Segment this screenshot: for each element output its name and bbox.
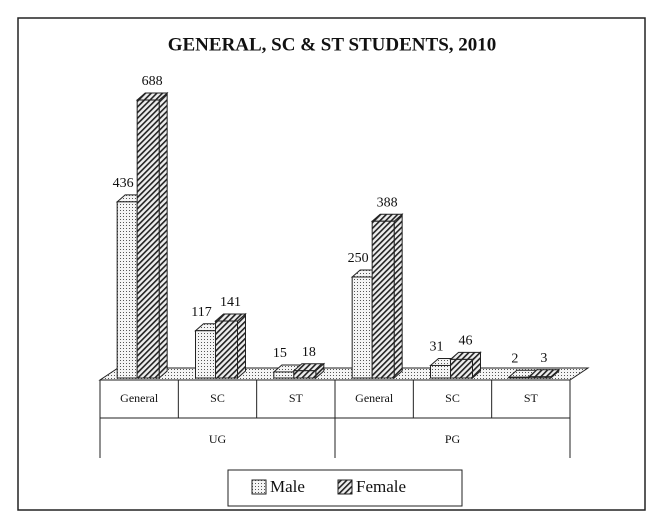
group-label: PG [445,432,461,446]
value-label: 15 [273,346,287,361]
legend-swatch [251,479,267,495]
chart-title: GENERAL, SC & ST STUDENTS, 2010 [168,34,497,55]
value-label: 250 [348,251,369,266]
value-label: 141 [220,295,241,310]
bar [135,91,169,380]
value-label: 436 [113,176,134,191]
value-label: 18 [302,345,316,360]
bar [449,351,482,380]
value-label: 31 [430,340,444,355]
value-label: 117 [191,305,211,320]
legend-label: Female [356,477,406,496]
value-label: 388 [377,195,398,210]
x-tick-label: ST [289,391,304,405]
bar [527,368,561,380]
bar [370,213,404,380]
bar [292,362,326,380]
value-label: 3 [540,351,547,366]
value-label: 688 [142,74,163,89]
legend-label: Male [270,477,305,496]
group-label: UG [209,432,227,446]
legend-swatch [337,479,353,495]
frame [17,17,646,511]
x-tick-label: General [355,391,394,405]
x-tick-label: General [120,391,159,405]
x-tick-label: ST [524,391,539,405]
legend-box [227,469,463,507]
x-tick-label: SC [445,391,460,405]
value-label: 46 [459,334,473,349]
bar [214,312,247,380]
value-label: 2 [511,351,518,366]
x-tick-label: SC [210,391,225,405]
